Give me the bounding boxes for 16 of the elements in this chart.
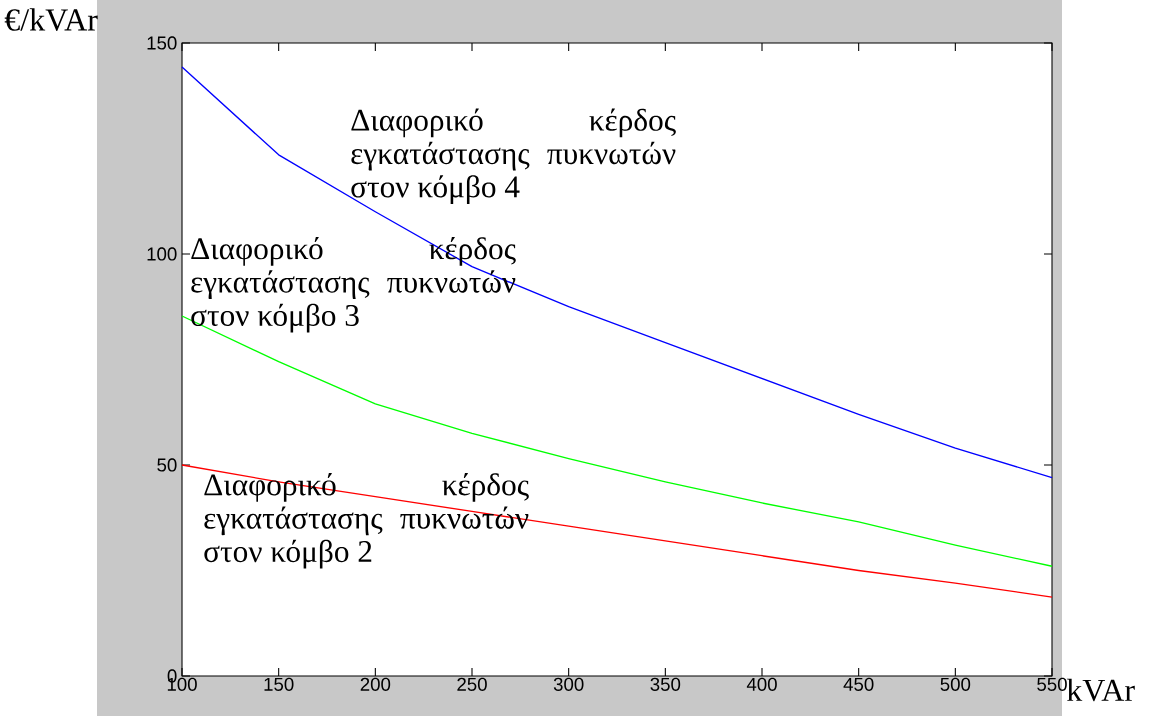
annotation: Διαφορικό κέρδος εγκατάστασης πυκνωτών στον κόμβο 4: [351, 108, 676, 204]
x-axis-title: kVAr: [1066, 678, 1135, 702]
y-tick-label: 100: [147, 247, 177, 261]
x-tick-label: 250: [457, 677, 487, 691]
x-tick-label: 400: [746, 677, 777, 691]
x-tick-label: 500: [940, 677, 971, 691]
annotation: Διαφορικό κέρδος εγκατάστασης πυκνωτών στον κόμβο 2: [204, 473, 529, 569]
y-axis-title: €/kVAr: [4, 8, 98, 31]
x-tick-label: 300: [553, 677, 584, 691]
x-tick-label: 450: [843, 677, 874, 691]
x-tick-label: 550: [1037, 677, 1067, 691]
x-tick-label: 150: [264, 677, 294, 691]
y-tick-label: 150: [147, 36, 177, 50]
y-tick-label: 50: [157, 458, 177, 472]
x-tick-label: 350: [650, 677, 681, 691]
x-tick-label: 200: [360, 677, 391, 691]
